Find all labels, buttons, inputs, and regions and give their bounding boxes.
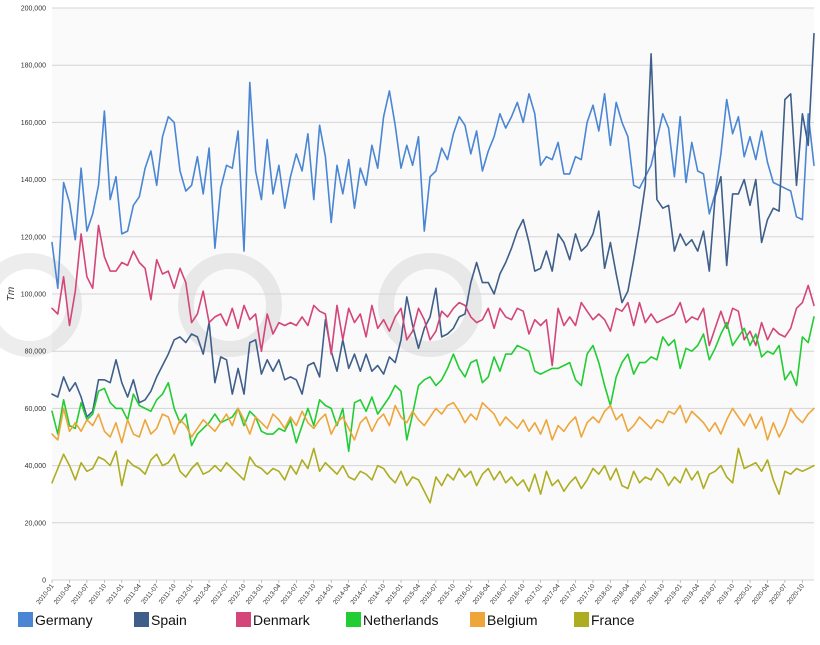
legend-label-france: France [591, 612, 635, 628]
legend: Germany Spain Denmark Netherlands Belgium Fra… [18, 612, 635, 628]
legend-label-denmark: Denmark [253, 612, 311, 628]
series-line-france [51, 447, 815, 504]
legend-swatch-germany [18, 612, 33, 627]
legend-swatch-france [574, 612, 589, 627]
legend-label-spain: Spain [151, 612, 187, 628]
y-tick-label: 60,000 [25, 406, 47, 413]
watermark-mark-2 [378, 253, 482, 357]
series-lines [51, 32, 815, 504]
y-tick-label: 120,000 [21, 234, 46, 241]
y-tick-label: 180,000 [21, 63, 46, 70]
watermark-mark-1 [178, 253, 282, 357]
y-axis-ticks: 0 20,000 40,000 60,000 80,000 100,000 120,000 1… [21, 6, 46, 585]
legend-label-netherlands: Netherlands [363, 612, 439, 628]
y-tick-label: 20,000 [25, 520, 47, 527]
legend-swatch-netherlands [346, 612, 361, 627]
watermark-mark-0 [0, 253, 82, 357]
series-line-spain [51, 32, 815, 418]
legend-label-germany: Germany [35, 612, 93, 628]
y-axis-label: Tm [6, 287, 17, 301]
y-tick-label: 100,000 [21, 292, 46, 299]
legend-swatch-belgium [470, 612, 485, 627]
series-line-belgium [51, 401, 815, 444]
y-tick-label: 200,000 [21, 6, 46, 13]
y-tick-label: 160,000 [21, 120, 46, 127]
legend-swatch-denmark [236, 612, 251, 627]
y-tick-label: 0 [42, 578, 46, 585]
watermark [0, 253, 482, 357]
y-tick-label: 80,000 [25, 349, 47, 356]
legend-swatch-spain [134, 612, 149, 627]
series-line-germany [51, 81, 815, 290]
series-line-denmark [51, 224, 815, 367]
y-tick-label: 40,000 [25, 463, 47, 470]
legend-label-belgium: Belgium [487, 612, 538, 628]
y-tick-label: 140,000 [21, 177, 46, 184]
